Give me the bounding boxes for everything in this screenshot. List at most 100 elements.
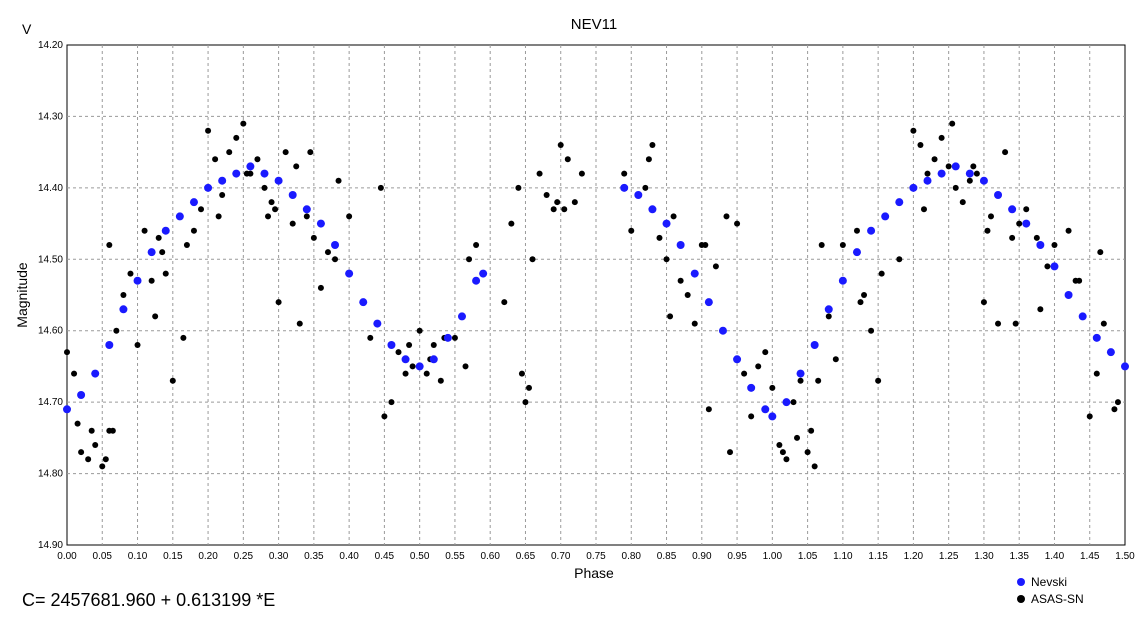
- data-point: [965, 169, 974, 178]
- data-point: [994, 191, 1003, 199]
- data-point: [71, 370, 78, 377]
- data-point: [296, 320, 303, 327]
- data-point: [204, 183, 213, 192]
- x-tick-label: 1.15: [868, 551, 888, 562]
- data-point: [525, 384, 532, 391]
- data-point: [240, 120, 247, 127]
- data-point: [741, 370, 748, 377]
- data-point: [1023, 206, 1030, 213]
- x-tick-label: 1.50: [1115, 551, 1135, 562]
- data-point: [937, 169, 946, 178]
- data-point: [388, 399, 395, 406]
- data-point: [88, 427, 95, 434]
- x-tick-label: 0.15: [163, 551, 183, 562]
- ephemeris-annotation: C= 2457681.960 + 0.613199 *E: [22, 590, 275, 610]
- data-point: [1009, 234, 1016, 241]
- x-tick-label: 0.00: [57, 551, 77, 562]
- data-point: [748, 413, 755, 420]
- data-point: [335, 177, 342, 184]
- data-point: [246, 162, 255, 171]
- data-point: [867, 226, 876, 235]
- data-point: [931, 156, 938, 163]
- data-point: [973, 170, 980, 177]
- data-point: [1064, 291, 1073, 299]
- data-point: [430, 342, 437, 348]
- data-point: [162, 270, 169, 277]
- data-point: [895, 198, 904, 207]
- x-tick-label: 0.55: [445, 551, 465, 562]
- data-point: [109, 427, 116, 434]
- x-tick-label: 0.95: [727, 551, 747, 562]
- data-point: [508, 220, 515, 227]
- data-point: [1078, 312, 1087, 321]
- data-point: [119, 305, 128, 314]
- x-tick-label: 1.25: [939, 551, 959, 562]
- data-point: [198, 206, 205, 213]
- y-tick-label: 14.20: [38, 40, 63, 51]
- data-point: [63, 405, 71, 414]
- data-point: [522, 399, 529, 406]
- data-point: [769, 384, 776, 391]
- data-point: [747, 383, 756, 392]
- data-point: [1051, 242, 1058, 248]
- data-point: [85, 456, 92, 463]
- data-point: [395, 349, 402, 356]
- data-point: [373, 319, 382, 328]
- legend: Nevski ASAS-SN: [1017, 575, 1084, 606]
- data-point: [345, 269, 354, 278]
- data-point: [501, 299, 508, 306]
- data-point: [180, 334, 187, 341]
- data-point: [733, 355, 742, 364]
- data-point: [952, 184, 959, 191]
- data-point: [1121, 362, 1129, 371]
- x-tick-label: 1.30: [974, 551, 994, 562]
- data-point: [302, 205, 311, 214]
- data-point: [406, 342, 413, 348]
- data-point: [768, 412, 777, 421]
- y-unit-label: V: [22, 21, 32, 37]
- data-point: [190, 227, 197, 234]
- data-point: [77, 391, 86, 399]
- data-point: [415, 362, 424, 371]
- y-tick-labels: 14.20 14.30 14.40 14.50 14.60 14.70 14.80 14.90: [38, 40, 63, 551]
- data-point: [705, 406, 712, 413]
- data-point: [226, 149, 233, 156]
- data-point: [783, 456, 790, 463]
- data-point: [987, 213, 994, 220]
- y-tick-label: 14.90: [38, 540, 63, 551]
- x-tick-label: 1.20: [904, 551, 924, 562]
- data-point: [1114, 399, 1121, 406]
- data-point: [663, 256, 670, 263]
- x-tick-label: 0.65: [516, 551, 536, 562]
- data-point: [293, 163, 300, 170]
- data-point: [462, 363, 469, 370]
- data-point: [790, 399, 797, 406]
- data-point: [105, 341, 114, 349]
- data-point: [102, 456, 109, 463]
- x-tick-label: 0.80: [622, 551, 642, 562]
- data-point: [825, 313, 832, 320]
- data-point: [923, 176, 932, 185]
- x-tick-label: 1.45: [1080, 551, 1100, 562]
- series-nevski: [63, 162, 1129, 421]
- x-tick-label: 0.60: [480, 551, 500, 562]
- data-point: [381, 413, 388, 420]
- data-point: [106, 242, 113, 248]
- data-point: [429, 355, 438, 364]
- data-point: [1002, 149, 1009, 156]
- x-tick-label: 0.90: [692, 551, 712, 562]
- data-point: [218, 176, 227, 185]
- data-point: [401, 355, 410, 364]
- data-point: [473, 242, 480, 248]
- data-point: [815, 377, 822, 384]
- data-point: [776, 442, 783, 448]
- data-point: [515, 184, 522, 191]
- x-tick-label: 1.05: [798, 551, 818, 562]
- data-point: [134, 342, 141, 348]
- data-point: [152, 313, 159, 320]
- data-point: [120, 292, 127, 298]
- data-point: [1093, 370, 1100, 377]
- data-point: [1065, 227, 1072, 234]
- legend-marker: [1017, 595, 1025, 603]
